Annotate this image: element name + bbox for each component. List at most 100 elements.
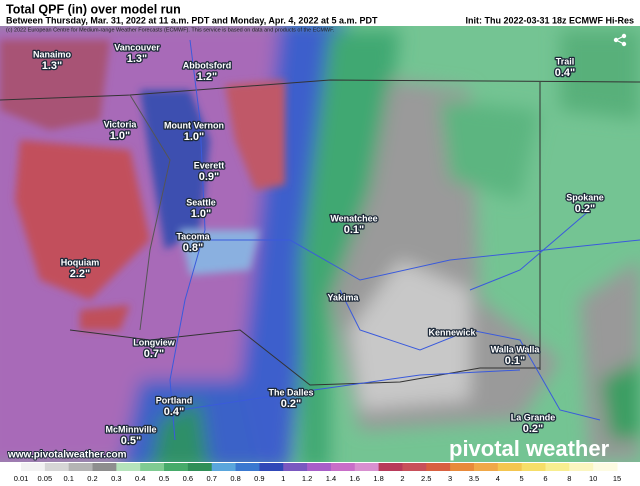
- city-name: Everett: [194, 160, 225, 170]
- colorbar-swatch: [450, 463, 475, 471]
- colorbar-swatch: [545, 463, 570, 471]
- city-precip: 1.3": [127, 53, 148, 65]
- colorbar-label: 3: [448, 474, 452, 483]
- colorbar-swatch: [164, 463, 189, 471]
- city-precip: 0.1": [505, 355, 526, 367]
- colorbar-swatch: [44, 463, 70, 471]
- city-name: Victoria: [104, 119, 138, 129]
- city-precip: 0.1": [344, 224, 365, 236]
- colorbar-swatch: [187, 463, 213, 471]
- city-precip: 0.4": [555, 67, 576, 79]
- city-name: Longview: [133, 337, 176, 347]
- colorbar-swatch: [68, 463, 94, 471]
- city-name: Portland: [156, 395, 193, 405]
- colorbar-label: 0.2: [87, 474, 97, 483]
- precip-map: [0, 26, 640, 462]
- copyright: (c) 2022 European Centre for Medium-rang…: [6, 27, 335, 33]
- colorbar-swatch: [307, 463, 332, 471]
- city-name: Hoquiam: [61, 257, 100, 267]
- colorbar-label: 0.01: [14, 474, 29, 483]
- city-precip: 0.4": [164, 406, 185, 418]
- colorbar-swatch: [21, 463, 46, 471]
- watermark: pivotal weather: [449, 436, 610, 461]
- city-name: Spokane: [566, 192, 604, 202]
- city-name: Abbotsford: [183, 60, 232, 70]
- colorbar-label: 0.4: [135, 474, 145, 483]
- city-name: Wenatchee: [330, 213, 377, 223]
- colorbar-swatch: [92, 463, 117, 471]
- colorbar-label: 6: [543, 474, 547, 483]
- colorbar-swatch: [354, 463, 380, 471]
- colorbar-label: 1: [281, 474, 285, 483]
- colorbar-label: 10: [589, 474, 597, 483]
- colorbar-swatch: [569, 463, 594, 471]
- colorbar-swatch: [283, 463, 308, 471]
- colorbar-swatch: [211, 463, 237, 471]
- colorbar-label: 8: [567, 474, 571, 483]
- city-precip: 1.2": [197, 71, 218, 83]
- colorbar-label: 1.8: [373, 474, 383, 483]
- city-precip: 2.2": [70, 268, 91, 280]
- map-title: Total QPF (in) over model run: [6, 2, 181, 16]
- city-name: The Dalles: [268, 387, 313, 397]
- city-precip: 0.2": [575, 203, 596, 215]
- city-precip: 0.7": [144, 348, 165, 360]
- city-precip: 1.0": [191, 208, 212, 220]
- city-precip: 0.9": [199, 171, 220, 183]
- city-name: McMinnville: [105, 424, 156, 434]
- city-name: Yakima: [327, 292, 359, 302]
- colorbar-swatch: [521, 463, 546, 471]
- colorbar-swatch: [426, 463, 451, 471]
- colorbar-label: 1.4: [326, 474, 336, 483]
- colorbar-label: 0.3: [111, 474, 121, 483]
- colorbar-swatch: [235, 463, 260, 471]
- colorbar-swatch: [473, 463, 499, 471]
- colorbar-label: 0.7: [207, 474, 217, 483]
- city-name: Vancouver: [114, 42, 160, 52]
- colorbar-label: 2: [400, 474, 404, 483]
- city-name: Mount Vernon: [164, 120, 224, 130]
- city-name: Walla Walla: [491, 344, 541, 354]
- colorbar-label: 2.5: [421, 474, 431, 483]
- colorbar-label: 5: [520, 474, 524, 483]
- colorbar-label: 1.2: [302, 474, 312, 483]
- colorbar-label: 0.9: [254, 474, 264, 483]
- share-button[interactable]: [613, 33, 627, 47]
- city-name: Seattle: [186, 197, 216, 207]
- site-url: www.pivotalweather.com: [7, 450, 127, 461]
- colorbar-label: 0.6: [183, 474, 193, 483]
- init-time: Init: Thu 2022-03-31 18z ECMWF Hi-Res: [465, 15, 634, 25]
- colorbar-label: 15: [613, 474, 621, 483]
- boundaries: [0, 79, 640, 386]
- city-precip: 1.0": [110, 130, 131, 142]
- city-precip: 0.2": [281, 398, 302, 410]
- city-name: Trail: [556, 56, 575, 66]
- city-name: La Grande: [511, 412, 556, 422]
- colorbar-swatch: [378, 463, 403, 471]
- colorbar-label: 0.8: [230, 474, 240, 483]
- colorbar-swatch: [402, 463, 427, 471]
- colorbar-swatch: [497, 463, 523, 471]
- colorbar-swatch: [116, 463, 141, 471]
- city-name: Nanaimo: [33, 49, 72, 59]
- colorbar-label: 3.5: [469, 474, 479, 483]
- map-subtitle: Between Thursday, Mar. 31, 2022 at 11 a.…: [6, 15, 378, 25]
- city-labels: Nanaimo1.3"Vancouver1.3"Abbotsford1.2"Vi…: [32, 41, 605, 448]
- city-name: Kennewick: [428, 327, 476, 337]
- colorbar-swatch: [140, 463, 165, 471]
- colorbar-label: 4: [496, 474, 500, 483]
- colorbar-label: 0.1: [63, 474, 73, 483]
- colorbar-label: 0.05: [38, 474, 53, 483]
- roads: [169, 39, 640, 441]
- colorbar: 0.01 0.05 0.1 0.2 0.3 0.4 0.5 0.6 0.7 0.8 0.9 1 1.2 1…: [14, 463, 621, 483]
- city-name: Tacoma: [176, 231, 210, 241]
- colorbar-label: 1.6: [350, 474, 360, 483]
- colorbar-swatch: [259, 463, 284, 471]
- colorbar-swatch: [593, 463, 618, 471]
- city-precip: 0.8": [183, 242, 204, 254]
- city-precip: 1.3": [42, 60, 63, 72]
- colorbar-swatch: [330, 463, 356, 471]
- city-precip: 1.0": [184, 131, 205, 143]
- city-precip: 0.2": [523, 423, 544, 435]
